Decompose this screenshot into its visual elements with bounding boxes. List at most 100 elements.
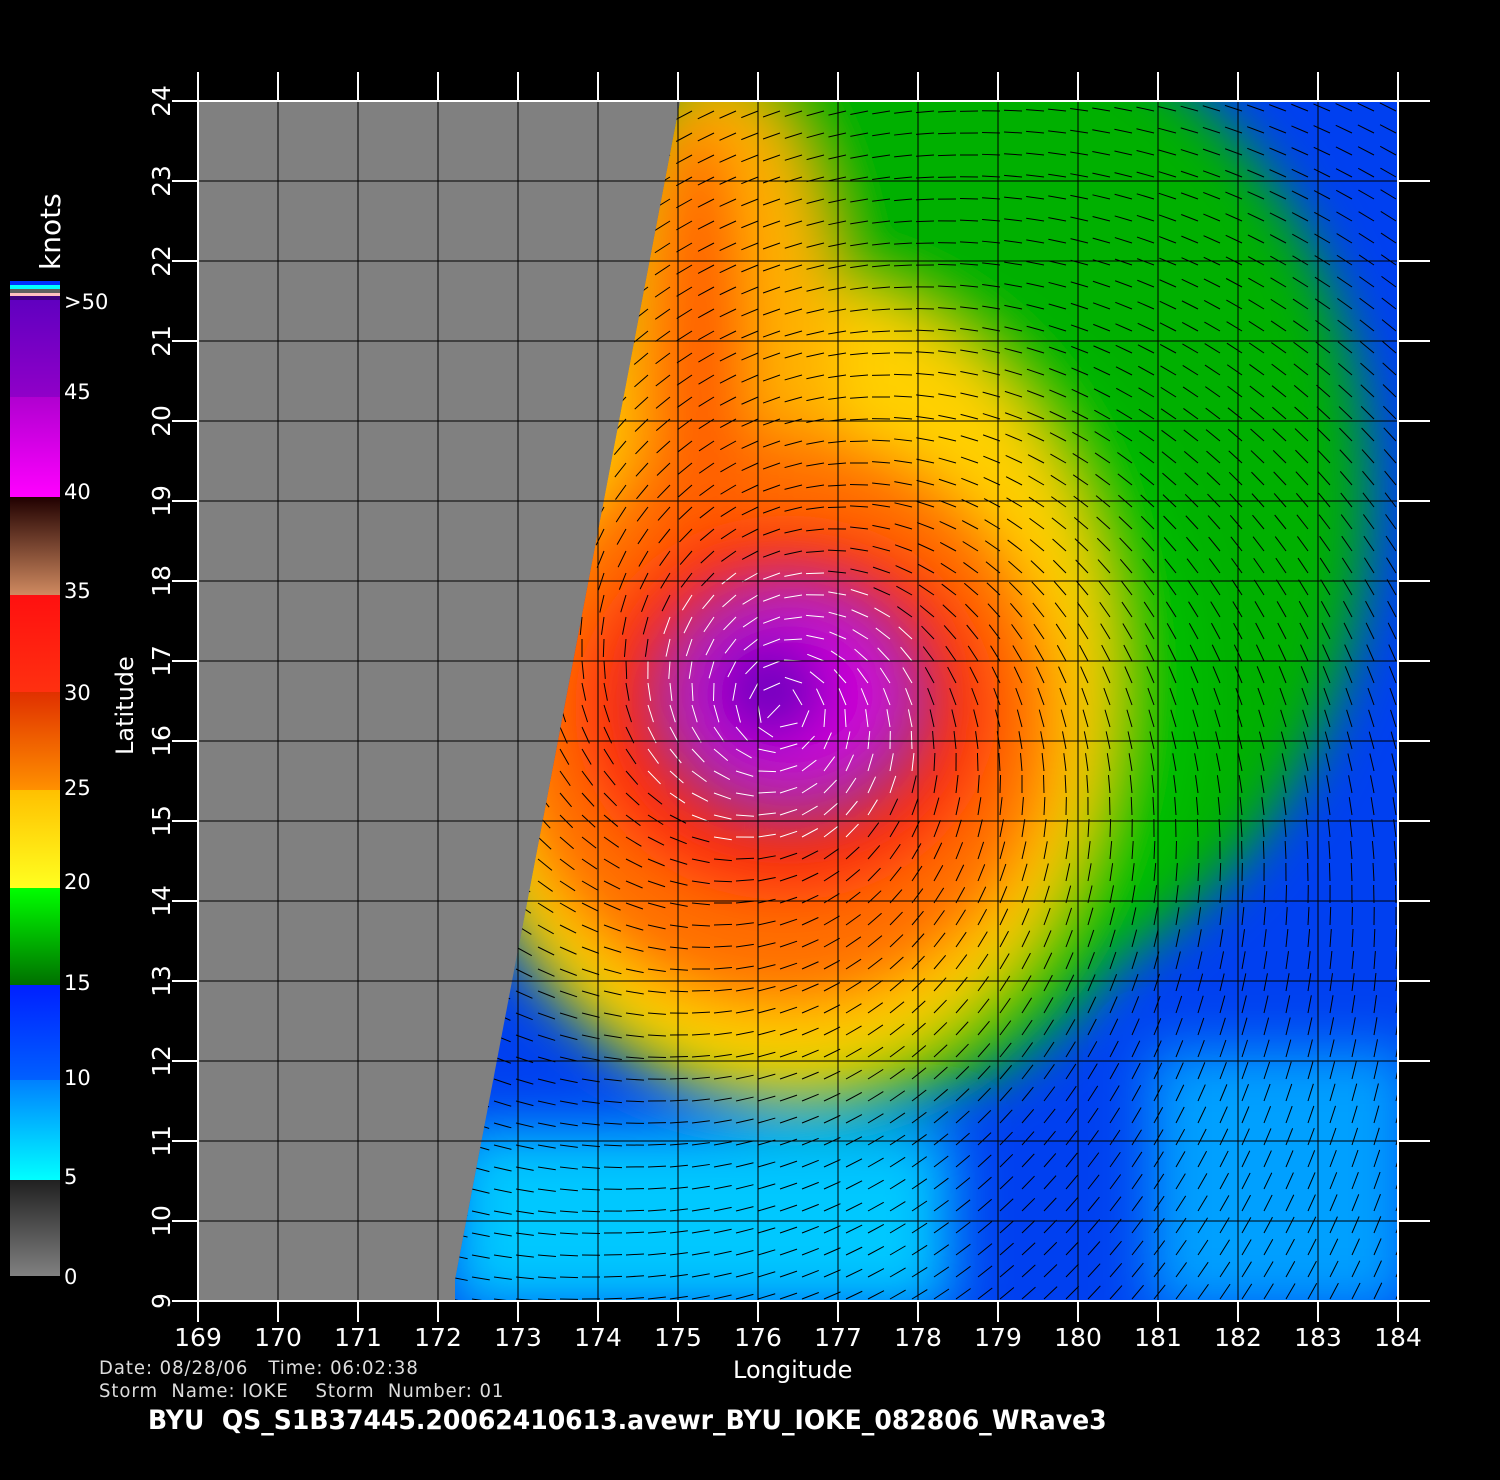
wind-vector [1229, 515, 1243, 530]
wind-vector [559, 858, 575, 871]
wind-vector [1071, 388, 1089, 398]
wind-vector [999, 1264, 1015, 1278]
wind-vector [784, 308, 803, 315]
wind-vector [654, 242, 671, 254]
wind-vector [1043, 974, 1053, 992]
wind-vector [757, 726, 774, 738]
wind-vector [1307, 1127, 1315, 1146]
wind-vector [1181, 214, 1199, 222]
wind-vector [762, 132, 781, 140]
wind-vector [850, 264, 869, 269]
wind-vector [603, 1122, 622, 1125]
wind-vector [720, 506, 737, 517]
wind-vector [719, 220, 737, 229]
wind-vector [1082, 709, 1089, 728]
wind-vector [741, 198, 759, 207]
wind-vector [1261, 797, 1265, 816]
wind-vector [801, 1027, 819, 1036]
wind-vector [937, 154, 957, 157]
colorbar-segment-40-45 [10, 397, 60, 497]
colorbar-segment-45-50 [10, 300, 60, 397]
wind-vector [713, 1206, 732, 1212]
wind-vector [1070, 194, 1089, 200]
wind-vector [1217, 797, 1221, 816]
wind-vector [537, 990, 555, 999]
wind-vector [911, 1222, 928, 1234]
wind-vector [581, 660, 585, 679]
wind-vector [1136, 193, 1155, 200]
wind-vector [867, 979, 883, 992]
wind-vector [1360, 384, 1375, 398]
wind-vector [1175, 1017, 1183, 1036]
wind-vector [691, 704, 698, 723]
wind-vector [708, 660, 715, 679]
wind-vector [875, 627, 891, 640]
wind-vector [872, 198, 891, 202]
wind-vector [784, 264, 803, 271]
wind-vector [1147, 687, 1155, 706]
colorbar-segment-30-35 [10, 595, 60, 692]
wind-vector [1004, 196, 1023, 200]
wind-vector [999, 841, 1006, 860]
wind-vector [691, 770, 707, 783]
wind-vector [911, 1289, 928, 1300]
wind-vector [1250, 450, 1265, 464]
wind-vector [647, 946, 666, 951]
wind-vector [1241, 995, 1247, 1014]
wind-vector [1227, 428, 1243, 442]
wind-vector [1263, 1150, 1272, 1168]
wind-vector [955, 775, 959, 794]
wind-vector [1241, 1106, 1250, 1124]
wind-vector [938, 393, 957, 398]
wind-vector [1131, 841, 1134, 860]
wind-vector [1180, 170, 1199, 178]
wind-vector [699, 528, 715, 541]
wind-vector [975, 731, 979, 750]
wind-vector [911, 1134, 927, 1146]
wind-vector [1131, 1151, 1143, 1168]
wind-vector [757, 855, 776, 860]
wind-vector [1307, 995, 1312, 1014]
wind-vector [806, 154, 825, 161]
wind-vector [1026, 347, 1045, 354]
wind-vector [1270, 298, 1287, 310]
wind-vector [603, 858, 620, 869]
wind-vector [911, 865, 923, 882]
wind-vector [581, 1144, 600, 1148]
wind-vector [1252, 536, 1265, 552]
wind-vector [867, 1179, 884, 1190]
wind-vector [657, 506, 671, 521]
wind-vector [1204, 321, 1221, 332]
wind-vector [1070, 324, 1089, 332]
wind-vector [823, 937, 840, 948]
wind-vector [779, 808, 798, 816]
wind-vector [1050, 474, 1067, 486]
wind-vector [625, 1078, 644, 1081]
wind-vector [1279, 687, 1287, 706]
wind-vector [742, 616, 759, 628]
wind-vector [741, 506, 759, 516]
wind-vector [850, 132, 869, 137]
wind-vector [719, 396, 737, 406]
wind-vector [1109, 1151, 1121, 1168]
wind-vector [735, 943, 754, 948]
wind-vector [698, 396, 715, 407]
wind-vector [806, 286, 825, 292]
wind-vector [894, 132, 913, 136]
wind-vector [1065, 1219, 1079, 1234]
wind-vector [801, 1269, 819, 1278]
wind-vector [1241, 1217, 1252, 1234]
wind-vector [1205, 429, 1221, 442]
wind-vector [600, 616, 605, 635]
wind-vector [1004, 326, 1023, 332]
wind-vector [1109, 841, 1113, 860]
wind-vector [669, 858, 688, 865]
wind-vector [762, 154, 781, 162]
wind-vector [1385, 514, 1397, 530]
wind-vector [849, 483, 869, 486]
wind-vector [1005, 454, 1023, 464]
wind-vector [762, 330, 781, 338]
wind-vector [823, 848, 840, 860]
wind-vector [1329, 1127, 1337, 1146]
wind-vector [844, 709, 847, 728]
